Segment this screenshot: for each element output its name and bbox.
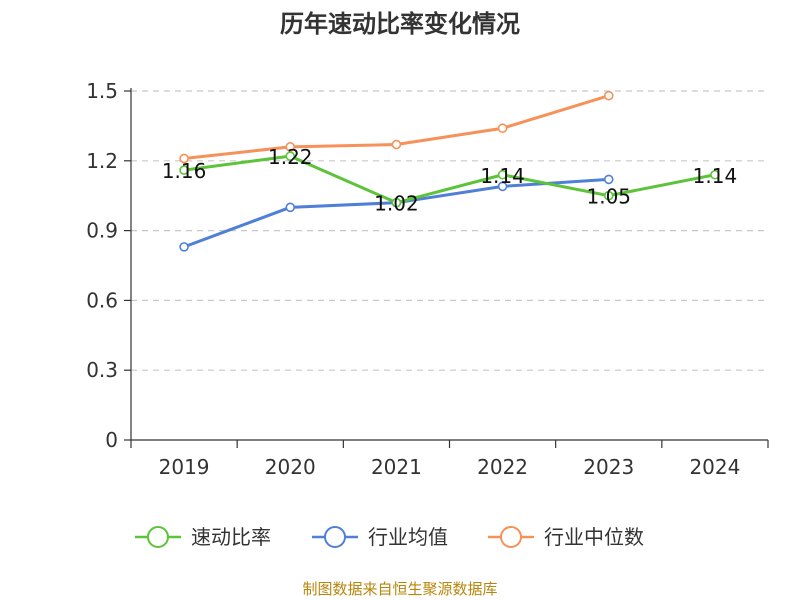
data-label: 1.16	[162, 159, 207, 183]
data-labels: 1.16 1.22 1.02 1.14 1.05 1.14	[162, 145, 737, 216]
axes: 0 0.3 0.6 0.9 1.2 1.5 2019 2020 2021 2022 2023 2024	[86, 79, 769, 479]
y-tick-label: 0.6	[86, 288, 118, 312]
data-label: 1.22	[268, 145, 313, 169]
data-point[interactable]	[391, 197, 402, 208]
x-tick-label: 2021	[371, 455, 422, 479]
x-tick-label: 2022	[477, 455, 528, 479]
series-group	[179, 90, 720, 252]
chart-title: 历年速动比率变化情况	[280, 10, 520, 38]
legend-item[interactable]: 行业均值	[312, 525, 448, 549]
data-label: 1.14	[480, 164, 525, 188]
series-line	[183, 154, 716, 205]
data-point[interactable]	[285, 142, 296, 152]
x-tick-label: 2024	[689, 455, 740, 479]
data-point[interactable]	[603, 190, 614, 201]
y-tick-label: 1.2	[86, 149, 118, 173]
data-point[interactable]	[710, 169, 720, 180]
data-point[interactable]	[497, 169, 508, 180]
legend-marker	[147, 526, 169, 548]
data-point[interactable]	[391, 139, 402, 150]
y-tick-label: 1.5	[86, 79, 118, 103]
legend-item[interactable]: 行业中位数	[488, 525, 644, 549]
legend-label: 行业均值	[368, 525, 448, 549]
data-point[interactable]	[603, 90, 614, 101]
y-tick-label: 0.3	[86, 358, 118, 382]
data-point[interactable]	[285, 202, 296, 213]
data-label: 1.14	[693, 164, 738, 188]
x-tick-label: 2020	[265, 455, 316, 479]
legend-item[interactable]: 速动比率	[135, 525, 271, 549]
data-point[interactable]	[497, 123, 508, 134]
data-point[interactable]	[179, 242, 189, 252]
legend-marker	[324, 526, 346, 548]
legend-label: 行业中位数	[544, 525, 644, 549]
data-point[interactable]	[285, 151, 296, 161]
data-label: 1.02	[374, 192, 419, 216]
y-tick-label: 0	[105, 428, 118, 452]
x-tick-label: 2019	[159, 455, 210, 479]
data-point[interactable]	[179, 153, 189, 164]
data-point[interactable]	[603, 174, 614, 185]
legend-label: 速动比率	[191, 525, 271, 549]
grid-lines	[131, 90, 768, 371]
data-point[interactable]	[497, 181, 508, 192]
source-note: 制图数据来自恒生聚源数据库	[302, 580, 497, 598]
data-point[interactable]	[179, 165, 189, 175]
data-label: 1.05	[586, 185, 631, 209]
legend-marker	[500, 526, 522, 548]
y-tick-label: 0.9	[86, 219, 118, 243]
x-tick-label: 2023	[583, 455, 634, 479]
legend[interactable]: 速动比率 行业均值 行业中位数	[135, 525, 644, 549]
